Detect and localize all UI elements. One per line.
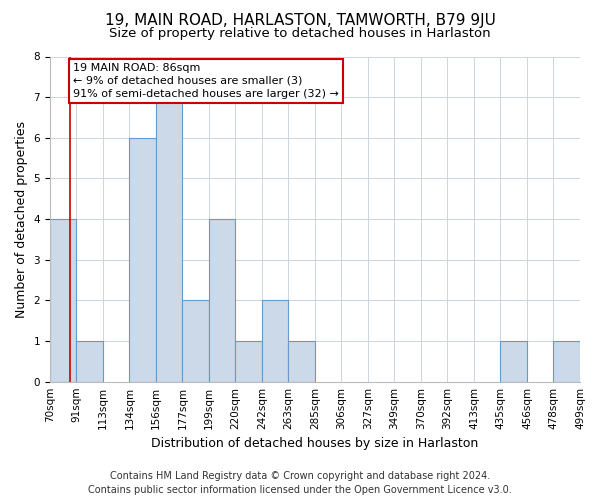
- Bar: [235, 341, 262, 382]
- Bar: [553, 341, 580, 382]
- Bar: [156, 97, 182, 382]
- Bar: [50, 219, 76, 382]
- Bar: [182, 300, 209, 382]
- Bar: [209, 219, 235, 382]
- Text: 19 MAIN ROAD: 86sqm
← 9% of detached houses are smaller (3)
91% of semi-detached: 19 MAIN ROAD: 86sqm ← 9% of detached hou…: [73, 62, 338, 99]
- Bar: [130, 138, 156, 382]
- Y-axis label: Number of detached properties: Number of detached properties: [15, 120, 28, 318]
- Bar: [500, 341, 527, 382]
- Bar: [76, 341, 103, 382]
- Text: 19, MAIN ROAD, HARLASTON, TAMWORTH, B79 9JU: 19, MAIN ROAD, HARLASTON, TAMWORTH, B79 …: [104, 12, 496, 28]
- Text: Contains HM Land Registry data © Crown copyright and database right 2024.
Contai: Contains HM Land Registry data © Crown c…: [88, 471, 512, 495]
- X-axis label: Distribution of detached houses by size in Harlaston: Distribution of detached houses by size …: [151, 437, 479, 450]
- Bar: [262, 300, 289, 382]
- Bar: [289, 341, 315, 382]
- Text: Size of property relative to detached houses in Harlaston: Size of property relative to detached ho…: [109, 28, 491, 40]
